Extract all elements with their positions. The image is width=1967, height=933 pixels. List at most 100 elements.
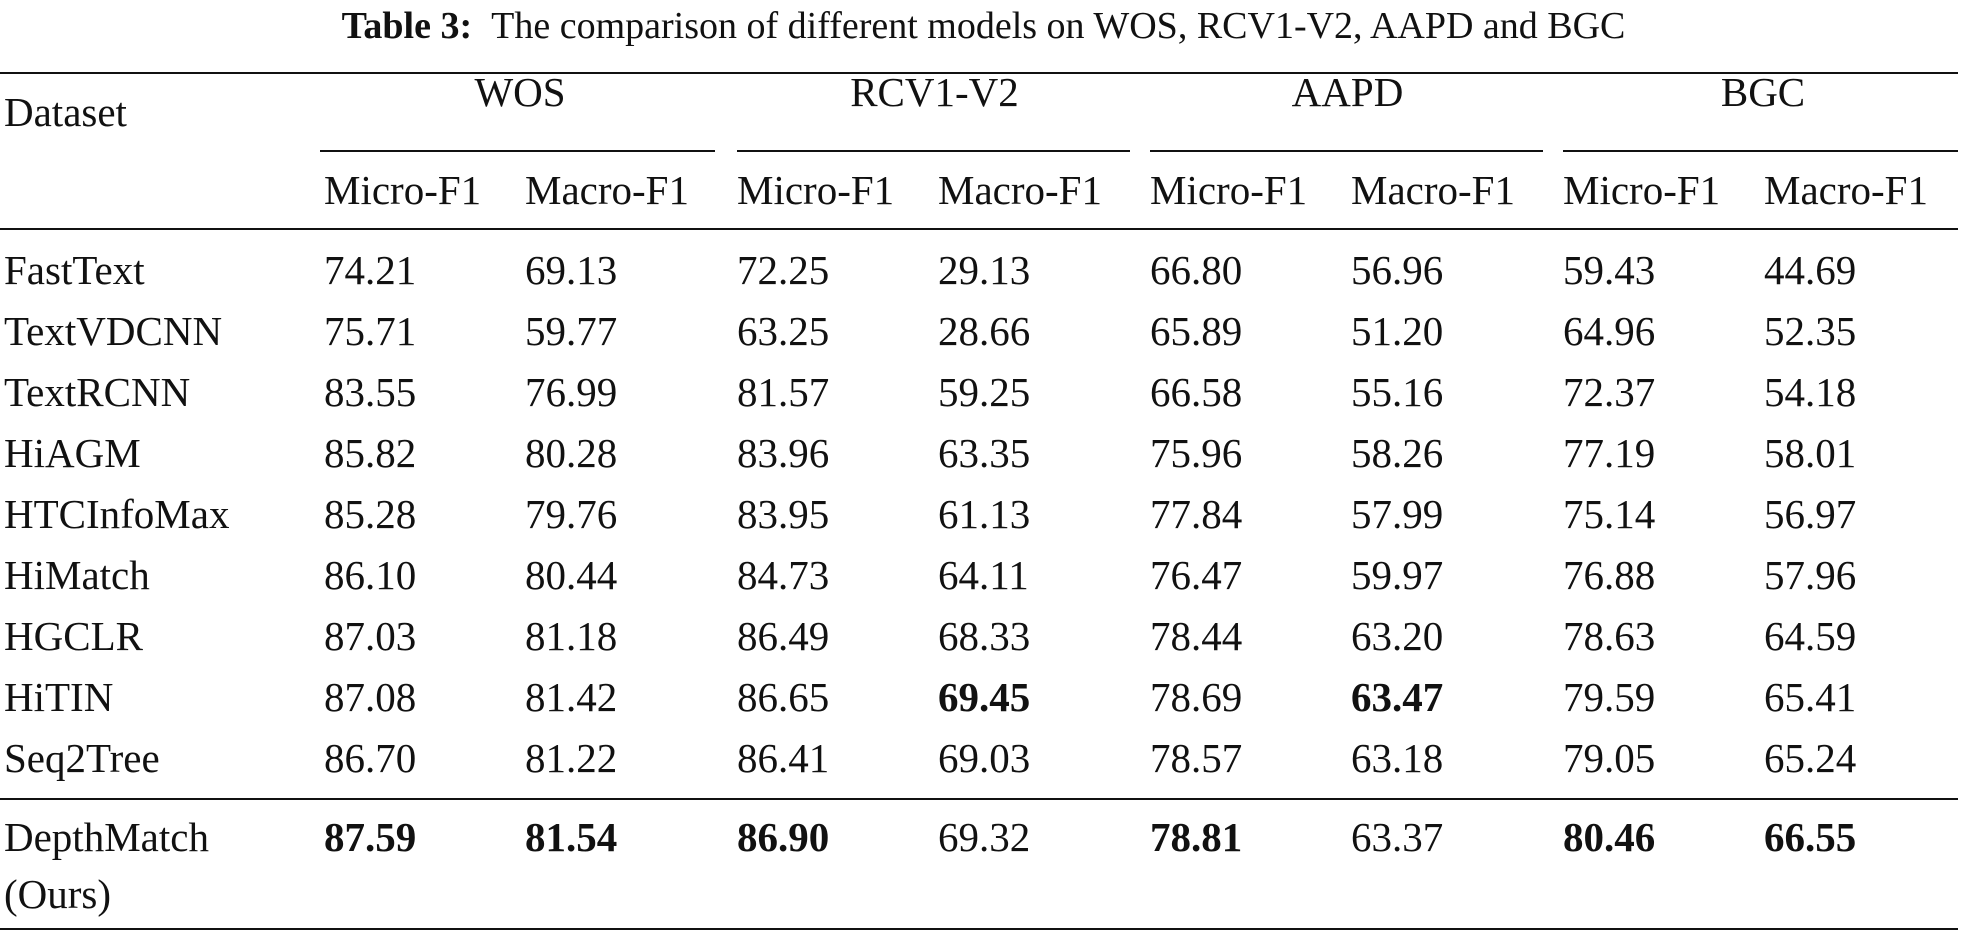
subheader-aapd-macro: Macro-F1: [1351, 167, 1515, 213]
table-cell: 86.10: [324, 552, 417, 598]
table-cell: 52.35: [1764, 308, 1857, 354]
table-cell: 72.37: [1563, 369, 1656, 415]
row-model-name: TextRCNN: [4, 369, 191, 415]
table-cell: 75.96: [1150, 430, 1243, 476]
row-model-name: TextVDCNN: [4, 308, 223, 354]
table-cell: 86.65: [737, 674, 830, 720]
table-cell: 87.08: [324, 674, 417, 720]
table-cell: 65.41: [1764, 674, 1857, 720]
table-cell: 86.49: [737, 613, 830, 659]
group-rule-bgc: [1563, 150, 1958, 152]
table-cell: 77.84: [1150, 491, 1243, 537]
caption-text: The comparison of different models on WO…: [491, 5, 1626, 47]
header-rule: [0, 228, 1958, 230]
row-model-name: HTCInfoMax: [4, 491, 230, 537]
ours-separator-rule: [0, 798, 1958, 800]
table-cell: 86.70: [324, 735, 417, 781]
table-cell: 79.76: [525, 491, 618, 537]
table-cell: 80.44: [525, 552, 618, 598]
table-cell: 58.26: [1351, 430, 1444, 476]
table-cell: 59.97: [1351, 552, 1444, 598]
ours-cell: 69.32: [938, 814, 1031, 860]
table-cell: 85.82: [324, 430, 417, 476]
table-cell: 63.35: [938, 430, 1031, 476]
group-header-bgc: BGC: [1720, 69, 1806, 115]
subheader-wos-macro: Macro-F1: [525, 167, 689, 213]
table-cell: 76.99: [525, 369, 618, 415]
table-cell: 56.96: [1351, 247, 1444, 293]
group-header-rcv1-v2: RCV1-V2: [850, 69, 1019, 115]
table-cell: 75.14: [1563, 491, 1656, 537]
table-cell: 83.95: [737, 491, 830, 537]
table-cell: 81.18: [525, 613, 618, 659]
table-cell: 65.24: [1764, 735, 1857, 781]
table-cell: 84.73: [737, 552, 830, 598]
table-cell: 57.96: [1764, 552, 1857, 598]
table-cell: 78.69: [1150, 674, 1243, 720]
subheader-rcv1-micro: Micro-F1: [737, 167, 895, 213]
table-cell: 75.71: [324, 308, 417, 354]
subheader-wos-micro: Micro-F1: [324, 167, 482, 213]
bottom-rule: [0, 928, 1958, 930]
subheader-bgc-micro: Micro-F1: [1563, 167, 1721, 213]
table-cell: 79.05: [1563, 735, 1656, 781]
table-cell: 69.03: [938, 735, 1031, 781]
table-cell: 86.41: [737, 735, 830, 781]
ours-cell: 80.46: [1563, 814, 1656, 860]
table-cell: 83.55: [324, 369, 417, 415]
ours-cell: 63.37: [1351, 814, 1444, 860]
group-header-wos: WOS: [474, 69, 566, 115]
table-cell: 59.25: [938, 369, 1031, 415]
table-cell: 58.01: [1764, 430, 1857, 476]
top-rule: [0, 72, 1958, 74]
ours-cell: 86.90: [737, 814, 830, 860]
table-cell: 76.88: [1563, 552, 1656, 598]
table-cell: 54.18: [1764, 369, 1857, 415]
group-rule-aapd: [1150, 150, 1543, 152]
row-model-name: FastText: [4, 247, 145, 293]
table-cell: 57.99: [1351, 491, 1444, 537]
ours-cell: 87.59: [324, 814, 417, 860]
table-cell: 79.59: [1563, 674, 1656, 720]
table-cell: 66.58: [1150, 369, 1243, 415]
table-cell: 83.96: [737, 430, 830, 476]
table-cell: 78.63: [1563, 613, 1656, 659]
ours-cell: 81.54: [525, 814, 618, 860]
row-model-name: HiMatch: [4, 552, 150, 598]
table-cell: 51.20: [1351, 308, 1444, 354]
subheader-rcv1-macro: Macro-F1: [938, 167, 1102, 213]
table-cell: 61.13: [938, 491, 1031, 537]
subheader-bgc-macro: Macro-F1: [1764, 167, 1928, 213]
table-cell: 63.20: [1351, 613, 1444, 659]
table-cell: 55.16: [1351, 369, 1444, 415]
ours-model-suffix: (Ours): [4, 871, 112, 917]
table-cell: 63.18: [1351, 735, 1444, 781]
table-cell: 81.42: [525, 674, 618, 720]
table-cell: 64.59: [1764, 613, 1857, 659]
table-cell: 87.03: [324, 613, 417, 659]
table-cell: 74.21: [324, 247, 417, 293]
table-cell: 64.11: [938, 552, 1029, 598]
table-cell: 78.57: [1150, 735, 1243, 781]
table-cell: 64.96: [1563, 308, 1656, 354]
subheader-aapd-micro: Micro-F1: [1150, 167, 1308, 213]
row-model-name: HGCLR: [4, 613, 143, 659]
row-model-name: Seq2Tree: [4, 735, 160, 781]
table-cell: 29.13: [938, 247, 1031, 293]
row-model-name: HiTIN: [4, 674, 114, 720]
table-cell: 28.66: [938, 308, 1031, 354]
table-cell: 81.57: [737, 369, 830, 415]
caption-label: Table 3:: [341, 5, 473, 47]
table-cell: 85.28: [324, 491, 417, 537]
table-cell: 59.77: [525, 308, 618, 354]
table-cell: 68.33: [938, 613, 1031, 659]
table-cell: 63.25: [737, 308, 830, 354]
ours-cell: 66.55: [1764, 814, 1857, 860]
group-header-aapd: AAPD: [1291, 69, 1404, 115]
table-cell: 59.43: [1563, 247, 1656, 293]
table-caption: Table 3: The comparison of different mod…: [0, 0, 1967, 56]
dataset-header: Dataset: [4, 89, 127, 135]
ours-model-name: DepthMatch: [4, 814, 209, 860]
table-cell: 44.69: [1764, 247, 1857, 293]
group-rule-wos: [320, 150, 715, 152]
